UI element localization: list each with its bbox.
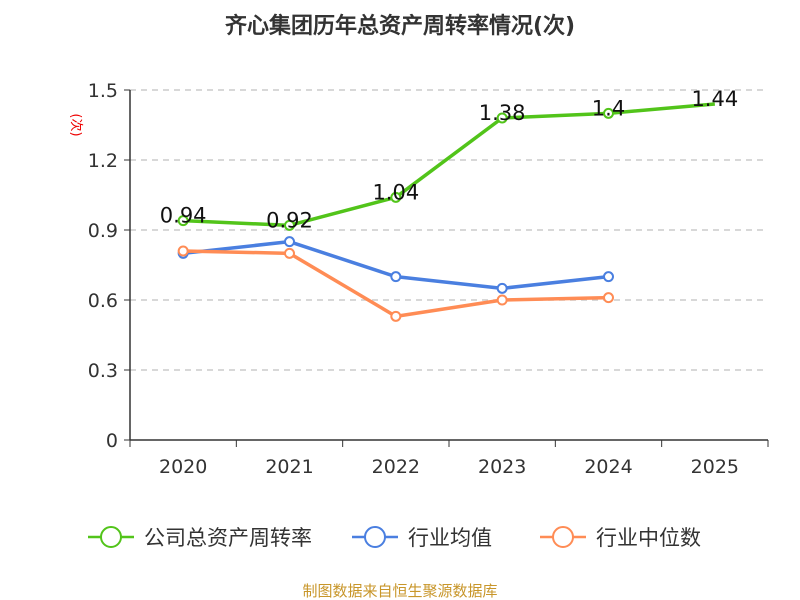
x-tick-label: 2023 (478, 456, 526, 478)
data-label: 0.94 (160, 204, 207, 228)
data-point (390, 271, 402, 283)
y-tick-label: 0 (106, 430, 118, 452)
data-point (284, 219, 295, 231)
data-label: 0.92 (266, 208, 313, 232)
chart-title: 齐心集团历年总资产周转率情况(次) (225, 13, 575, 39)
data-point (177, 215, 189, 227)
x-tick-label: 2021 (265, 456, 313, 478)
data-point (284, 236, 295, 248)
y-tick-label: 0.6 (88, 290, 118, 312)
legend-label: 行业均值 (408, 526, 492, 550)
x-tick-label: 2024 (584, 456, 632, 478)
legend-marker (552, 526, 574, 548)
data-point (496, 294, 508, 306)
data-point (603, 107, 614, 119)
legend-label: 行业中位数 (596, 526, 701, 550)
data-point (177, 245, 189, 257)
x-tick-label: 2020 (159, 456, 207, 478)
data-point (603, 271, 614, 283)
data-label: 1.04 (372, 180, 419, 204)
data-point (496, 282, 508, 294)
legend-marker (100, 526, 122, 548)
data-point (603, 292, 614, 304)
y-tick-label: 0.9 (88, 220, 118, 242)
x-tick-label: 2025 (691, 456, 739, 478)
y-tick-label: 1.2 (88, 150, 118, 172)
data-label: 1.38 (479, 101, 526, 125)
data-label: 1.44 (691, 87, 738, 111)
data-point (390, 310, 402, 322)
source-note: 制图数据来自恒生聚源数据库 (302, 582, 497, 600)
series-line-0 (183, 102, 715, 228)
y-tick-label: 0.3 (88, 360, 118, 382)
data-point (390, 191, 402, 203)
y-axis-label: (次) (68, 113, 84, 136)
legend-marker (364, 526, 386, 548)
legend-label: 公司总资产周转率 (144, 526, 312, 550)
data-label: 1.4 (592, 96, 625, 120)
data-point (284, 247, 295, 259)
x-tick-label: 2022 (372, 456, 420, 478)
y-tick-label: 1.5 (88, 80, 118, 102)
data-point (496, 112, 508, 124)
